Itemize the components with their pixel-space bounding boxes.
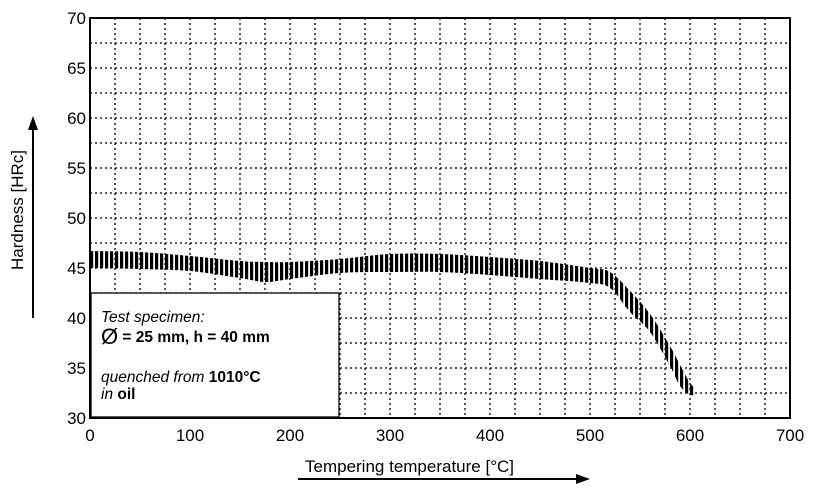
x-tick-label: 600 bbox=[676, 426, 704, 445]
plot-frame bbox=[89, 17, 791, 419]
y-tick-label: 50 bbox=[67, 209, 86, 228]
specimen-dimensions: = 25 mm, h = 40 mm bbox=[118, 329, 270, 346]
y-axis-arrow-head bbox=[28, 116, 38, 130]
x-tick-label: 700 bbox=[776, 426, 804, 445]
x-tick-label: 500 bbox=[576, 426, 604, 445]
y-tick-label: 70 bbox=[67, 9, 86, 28]
x-tick-label: 300 bbox=[376, 426, 404, 445]
diameter-symbol: Ø bbox=[101, 324, 118, 349]
note-line-4: in oil bbox=[101, 386, 135, 403]
x-axis-arrow-head bbox=[576, 474, 590, 484]
y-axis-title: Hardness [HRc] bbox=[8, 150, 27, 270]
hardness-band bbox=[90, 251, 695, 396]
y-axis-title-group: Hardness [HRc] bbox=[8, 116, 38, 318]
test-specimen-note: Test specimen: Ø = 25 mm, h = 40 mm quen… bbox=[90, 292, 340, 418]
quench-temperature: 1010°C bbox=[209, 369, 261, 386]
note-box bbox=[90, 292, 340, 418]
note-line-1: Test specimen: bbox=[101, 309, 205, 326]
x-tick-label: 0 bbox=[85, 426, 94, 445]
y-tick-label: 55 bbox=[67, 159, 86, 178]
y-tick-label: 40 bbox=[67, 309, 86, 328]
note-line-2: Ø = 25 mm, h = 40 mm bbox=[101, 324, 270, 349]
y-tick-label: 35 bbox=[67, 359, 86, 378]
y-tick-label: 30 bbox=[67, 409, 86, 428]
quench-medium: oil bbox=[117, 386, 135, 403]
x-axis-title: Tempering temperature [°C] bbox=[305, 457, 514, 476]
x-tick-labels: 0 100 200 300 400 500 600 700 bbox=[85, 426, 804, 445]
x-tick-label: 100 bbox=[176, 426, 204, 445]
note-line-3: quenched from 1010°C bbox=[101, 369, 261, 386]
y-tick-label: 45 bbox=[67, 259, 86, 278]
y-tick-label: 65 bbox=[67, 59, 86, 78]
y-tick-label: 60 bbox=[67, 109, 86, 128]
medium-prefix: in bbox=[101, 386, 117, 403]
quench-prefix: quenched from bbox=[101, 369, 209, 386]
y-tick-labels: 30 35 40 45 50 55 60 65 70 bbox=[67, 9, 86, 428]
x-tick-label: 400 bbox=[476, 426, 504, 445]
x-axis-title-group: Tempering temperature [°C] bbox=[298, 457, 590, 484]
x-tick-label: 200 bbox=[276, 426, 304, 445]
